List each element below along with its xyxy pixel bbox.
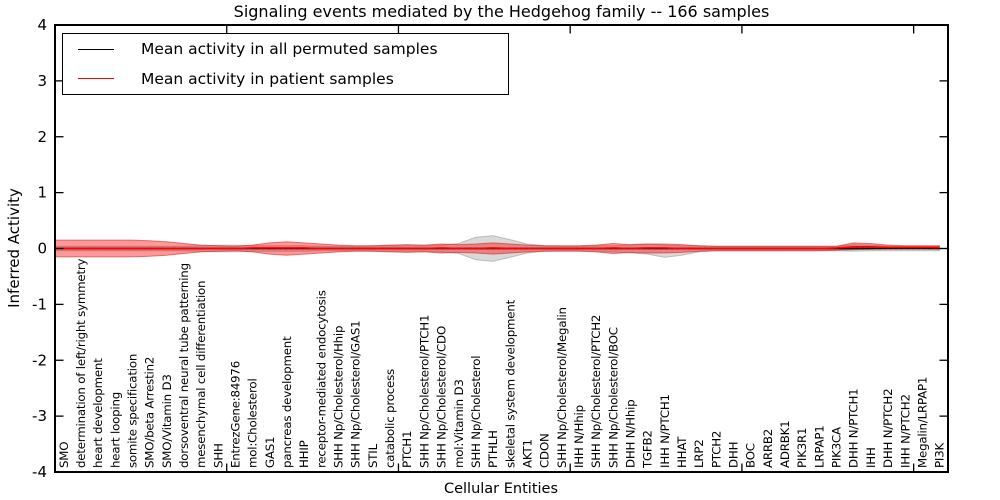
x-tick-label: Megalin/LRPAP1 [915, 377, 929, 468]
patient-line-swatch-icon [78, 78, 114, 80]
x-tick-label: PIK3R1 [795, 428, 809, 468]
x-tick-label: CDON [538, 433, 552, 468]
x-tick-label: TGFB2 [641, 430, 655, 469]
y-tick-label: -4 [32, 463, 47, 481]
x-tick-label: HHAT [675, 436, 689, 468]
x-tick-label: SHH Np/Cholesterol [469, 356, 483, 468]
legend: Mean activity in all permuted samples Me… [62, 33, 509, 95]
legend-item-patient: Mean activity in patient samples [63, 65, 508, 93]
y-tick-label: 0 [37, 240, 47, 258]
x-tick-label: PTCH1 [400, 431, 414, 468]
x-tick-label: HHIP [297, 440, 311, 468]
x-tick-label: BOC [744, 443, 758, 468]
permuted-line-swatch-icon [78, 48, 114, 50]
legend-item-permuted: Mean activity in all permuted samples [63, 35, 508, 63]
x-tick-label: PIK3CA [830, 427, 844, 468]
x-tick-label: SHH Np/Cholesterol/BOC [606, 327, 620, 468]
x-tick-label: catabolic process [383, 369, 397, 468]
x-tick-label: dorsoventral neural tube patterning [177, 263, 191, 468]
x-tick-label: ARRB2 [761, 429, 775, 468]
x-tick-label: mol:Vitamin D3 [452, 379, 466, 468]
x-tick-label: SMO/Vitamin D3 [160, 374, 174, 468]
x-tick-label: DHH N/PTCH2 [881, 389, 895, 468]
x-tick-label: SHH Np/Cholesterol/PTCH1 [417, 315, 431, 468]
x-tick-label: DHH N/PTCH1 [847, 389, 861, 468]
x-tick-label: heart development [91, 358, 105, 468]
x-tick-label: IHH [864, 447, 878, 468]
x-tick-label: DHH N/Hhip [624, 400, 638, 469]
x-tick-label: IHH N/PTCH2 [898, 394, 912, 468]
x-tick-label: PTCH2 [709, 431, 723, 468]
x-tick-label: determination of left/right symmetry [74, 258, 88, 468]
x-tick-label: ADRBK1 [778, 421, 792, 469]
x-tick-label: DHH [727, 442, 741, 468]
x-tick-label: IHH N/PTCH1 [658, 394, 672, 468]
x-tick-label: somite specification [126, 354, 140, 468]
x-tick-label: SHH [211, 443, 225, 468]
x-tick-label: mesenchymal cell differentiation [194, 281, 208, 468]
chart-title: Signaling events mediated by the Hedgeho… [233, 2, 770, 21]
x-tick-label: SMO [57, 442, 71, 468]
x-tick-label: mol:Cholesterol [246, 378, 260, 468]
x-tick-label: receptor-mediated endocytosis [314, 290, 328, 468]
x-tick-label: LRPAP1 [812, 425, 826, 468]
x-tick-label: SHH Np/Cholesterol/Hhip [332, 326, 346, 468]
x-tick-label: skeletal system development [503, 299, 517, 468]
x-tick-label: SHH Np/Cholesterol/GAS1 [349, 321, 363, 468]
x-tick-label: pancreas development [280, 336, 294, 468]
x-tick-label: LRP2 [692, 439, 706, 468]
x-tick-label: PI3K [933, 442, 947, 467]
legend-label-patient: Mean activity in patient samples [141, 69, 394, 88]
y-tick-label: 3 [37, 72, 47, 90]
y-axis-label: Inferred Activity [5, 188, 23, 308]
legend-label-permuted: Mean activity in all permuted samples [141, 40, 438, 59]
x-tick-label: GAS1 [263, 437, 277, 468]
x-tick-label: IHH N/Hhip [572, 405, 586, 468]
y-tick-label: 4 [37, 16, 47, 34]
x-tick-label: STIL [366, 443, 380, 468]
y-tick-label: -1 [32, 295, 47, 313]
x-tick-label: PTHLH [486, 430, 500, 468]
x-tick-label: SHH Np/Cholesterol/Megalin [555, 307, 569, 468]
x-tick-label: SMO/beta Arrestin2 [143, 357, 157, 468]
x-axis-label: Cellular Entities [443, 481, 559, 497]
x-tick-label: SHH Np/Cholesterol/PTCH2 [589, 315, 603, 468]
y-tick-label: 2 [37, 128, 47, 146]
x-tick-label: heart looping [108, 392, 122, 468]
axes-frame [54, 24, 949, 473]
x-tick-label: AKT1 [521, 439, 535, 468]
patient-mean-line [55, 246, 940, 250]
y-tick-label: -3 [32, 407, 47, 425]
y-tick-label: -2 [32, 351, 47, 369]
y-tick-label: 1 [37, 184, 47, 202]
x-tick-label: SHH Np/Cholesterol/CDO [435, 326, 449, 468]
x-tick-label: EntrezGene:84976 [229, 361, 243, 468]
